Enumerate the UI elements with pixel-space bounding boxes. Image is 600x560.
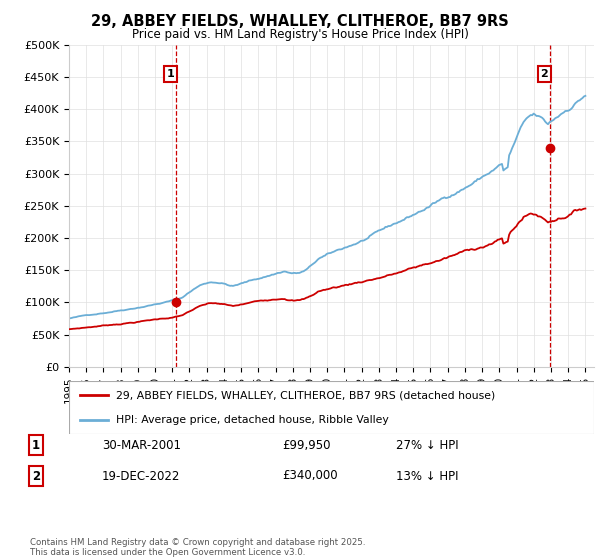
Text: 13% ↓ HPI: 13% ↓ HPI [396, 469, 458, 483]
Text: 1: 1 [32, 438, 40, 452]
Text: 2: 2 [541, 69, 548, 79]
Text: Price paid vs. HM Land Registry's House Price Index (HPI): Price paid vs. HM Land Registry's House … [131, 28, 469, 41]
Text: HPI: Average price, detached house, Ribble Valley: HPI: Average price, detached house, Ribb… [116, 414, 389, 424]
Text: 29, ABBEY FIELDS, WHALLEY, CLITHEROE, BB7 9RS: 29, ABBEY FIELDS, WHALLEY, CLITHEROE, BB… [91, 14, 509, 29]
Text: 27% ↓ HPI: 27% ↓ HPI [396, 438, 458, 452]
FancyBboxPatch shape [69, 381, 594, 434]
Text: 2: 2 [32, 469, 40, 483]
Text: Contains HM Land Registry data © Crown copyright and database right 2025.
This d: Contains HM Land Registry data © Crown c… [30, 538, 365, 557]
Text: £340,000: £340,000 [282, 469, 338, 483]
Text: 19-DEC-2022: 19-DEC-2022 [102, 469, 181, 483]
Text: 1: 1 [167, 69, 174, 79]
Text: 30-MAR-2001: 30-MAR-2001 [102, 438, 181, 452]
Text: £99,950: £99,950 [282, 438, 331, 452]
Text: 29, ABBEY FIELDS, WHALLEY, CLITHEROE, BB7 9RS (detached house): 29, ABBEY FIELDS, WHALLEY, CLITHEROE, BB… [116, 390, 496, 400]
